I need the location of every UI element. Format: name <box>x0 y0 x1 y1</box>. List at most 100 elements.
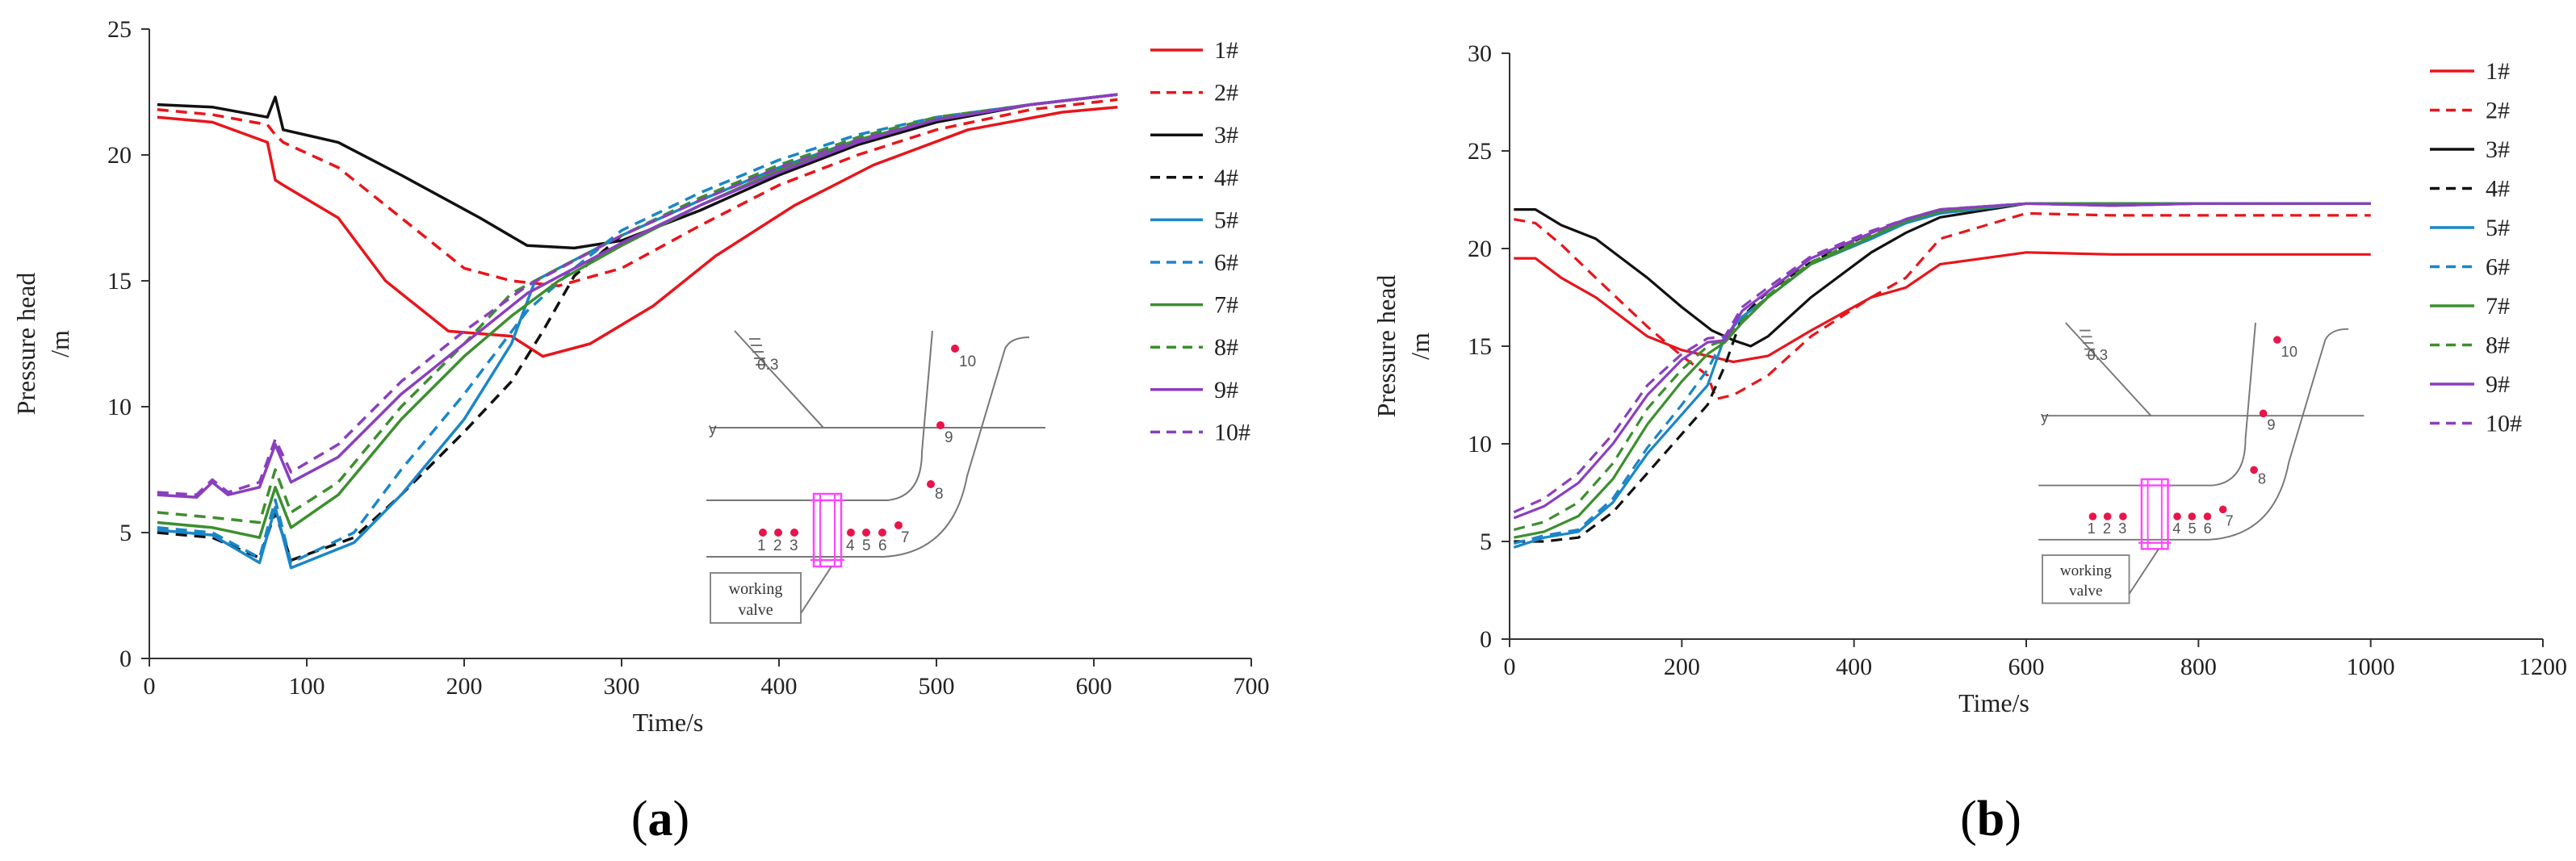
x-tick-label: 300 <box>604 673 640 700</box>
y-axis-label: Pressure head/m <box>11 273 74 416</box>
x-axis-label: Time/s <box>633 708 704 737</box>
y-tick-label: 0 <box>1480 626 1492 653</box>
inset-point-2 <box>774 529 782 537</box>
inset-slope-line <box>2065 322 2152 416</box>
legend-label: 3# <box>1214 122 1238 148</box>
inset-point-8 <box>2250 466 2258 474</box>
legend-label: 6# <box>2486 254 2510 281</box>
y-axis-label-line2: /m <box>1405 332 1435 360</box>
y-tick-label: 20 <box>107 142 132 169</box>
y-tick-label: 25 <box>1468 138 1492 165</box>
caption-open: ( <box>631 792 648 846</box>
legend-label: 8# <box>2486 332 2510 359</box>
legend-label: 9# <box>2486 371 2510 398</box>
chart-b: 0 200 400 600 800 1000 1200051015202530Time/sP… <box>1372 40 2567 846</box>
series-line-3 <box>157 93 1118 250</box>
legend-label: 2# <box>2486 98 2510 124</box>
y-tick-label: 5 <box>119 520 132 546</box>
x-tick-label: 400 <box>1836 654 1872 680</box>
inset-point-label: 5 <box>2188 520 2196 537</box>
series-line-10 <box>157 93 1118 496</box>
inset-point-label: 7 <box>2226 512 2234 529</box>
x-tick-label: 0 <box>144 673 156 700</box>
series-line-9 <box>1513 202 2371 520</box>
y-axis-label-line1: Pressure head <box>11 273 40 416</box>
x-tick-label: 0 <box>1504 654 1516 680</box>
x-tick-label: 600 <box>2008 654 2045 680</box>
y-tick-label: 10 <box>1468 431 1492 458</box>
inset-point-10 <box>2273 336 2281 344</box>
inset-valve-inner <box>2147 478 2163 550</box>
y-axis-label: Pressure head/m <box>1372 275 1435 418</box>
series-line-7 <box>157 93 1118 539</box>
inset-upper-curve <box>887 330 933 501</box>
legend-label: 4# <box>2486 176 2510 203</box>
inset-point-label: 9 <box>2267 416 2275 433</box>
series-line-3 <box>1514 202 2371 348</box>
legend-label: 7# <box>2486 293 2510 320</box>
y-tick-label: 15 <box>1468 333 1492 360</box>
series-line-8 <box>157 93 1118 525</box>
inset-point-label: 10 <box>2281 343 2297 360</box>
legend-label: 5# <box>1214 207 1238 233</box>
caption: (b) <box>1960 792 2021 846</box>
legend-label: 1# <box>1214 37 1238 64</box>
inset-callout-box <box>710 572 802 624</box>
y-tick-label: 0 <box>119 646 132 672</box>
inset-callout-leader <box>800 566 832 614</box>
y-tick-label: 5 <box>1480 529 1492 555</box>
caption-close: ) <box>673 792 690 846</box>
inset-point-4 <box>2173 512 2181 520</box>
inset-point-label: 7 <box>901 529 910 546</box>
x-tick-label: 800 <box>2180 654 2217 680</box>
inset-point-7 <box>2218 505 2227 514</box>
inset-valve-inner <box>819 493 836 567</box>
inset-point-5 <box>862 529 870 537</box>
inset-point-10 <box>951 345 959 353</box>
series-line-2 <box>157 98 1118 287</box>
series-line-10 <box>1513 202 2371 514</box>
inset-point-label: 3 <box>2118 520 2126 537</box>
y-tick-label: 15 <box>107 268 132 295</box>
inset-point-label: 6 <box>878 537 887 554</box>
inset-point-label: 8 <box>935 486 944 503</box>
series-line-1 <box>1514 251 2371 363</box>
chart-a: 0 100 200 300 400 500 600 7000510152025Time/sPr… <box>11 16 1270 846</box>
x-tick-label: 400 <box>761 673 798 700</box>
x-tick-label: 500 <box>919 673 955 700</box>
inset-point-6 <box>2203 512 2212 520</box>
legend: 1# 2# 3# 4# 5# 6# 7# 8# 9# 10# <box>1150 37 1250 445</box>
inset-point-label: 3 <box>790 537 798 554</box>
inset-point-label: 10 <box>959 353 976 370</box>
caption-letter: a <box>648 792 673 846</box>
inset-point-label: 2 <box>2103 520 2111 537</box>
y-axis-label-line2: /m <box>45 330 74 357</box>
caption-letter: b <box>1977 792 2004 846</box>
inset-point-3 <box>790 529 798 537</box>
y-tick-label: 20 <box>1468 236 1492 262</box>
legend-label: 6# <box>1214 249 1238 276</box>
inset-valve-rect <box>2140 478 2169 550</box>
legend-label: 1# <box>2486 58 2510 85</box>
inset-valve-rect <box>812 492 843 568</box>
inset-callout-line2: valve <box>2069 583 2103 600</box>
legend-label: 8# <box>1214 334 1238 361</box>
legend-label: 4# <box>1214 165 1238 191</box>
inset-callout-line1: working <box>729 580 783 598</box>
series-line-4 <box>157 93 1118 562</box>
legend-label: 10# <box>1214 419 1250 445</box>
inset-slope-line <box>734 330 824 428</box>
inset-axis-mark: y <box>2041 408 2049 425</box>
x-tick-label: 1000 <box>2347 654 2395 680</box>
series-line-6 <box>157 93 1118 565</box>
inset-point-8 <box>927 480 935 488</box>
legend-label: 5# <box>2486 215 2510 241</box>
x-tick-label: 200 <box>446 673 483 700</box>
inset-point-5 <box>2188 512 2197 520</box>
caption-open: ( <box>1960 792 1977 846</box>
inset-point-label: 5 <box>862 537 871 554</box>
y-axis-label-line1: Pressure head <box>1372 275 1401 418</box>
caption-close: ) <box>2004 792 2021 846</box>
inset-point-label: 4 <box>846 537 855 554</box>
